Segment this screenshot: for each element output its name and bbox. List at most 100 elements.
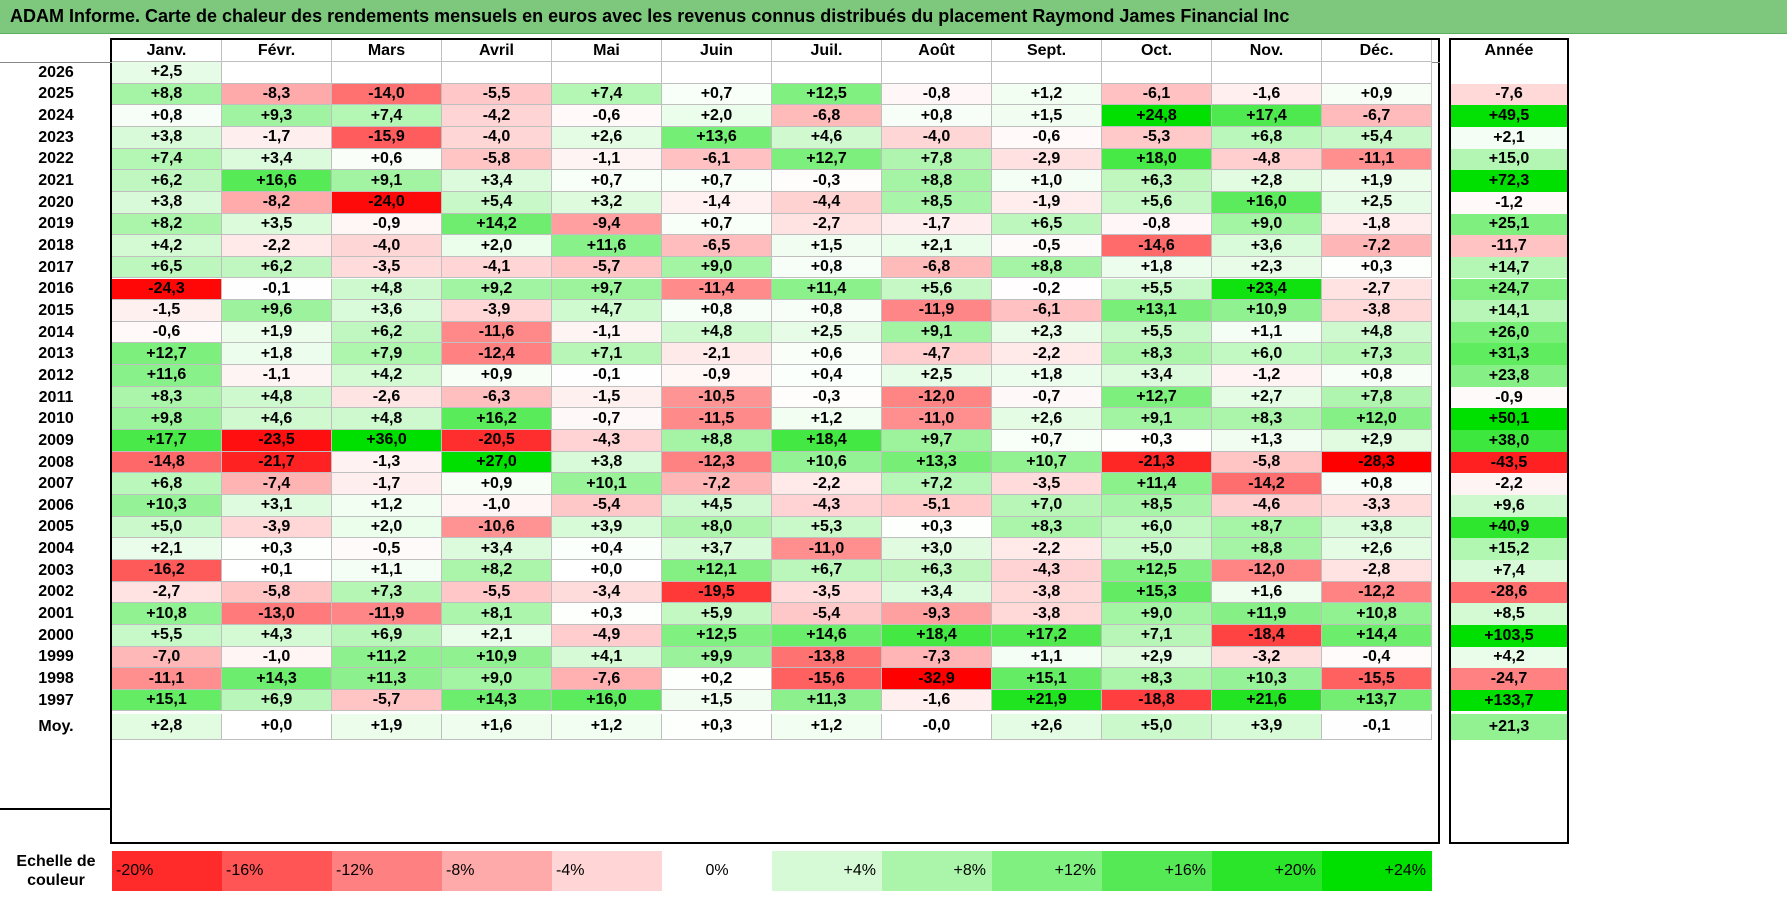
heatmap-cell: -14,0 xyxy=(332,83,442,106)
heatmap-cell: -6,8 xyxy=(772,105,882,127)
heatmap-cell: +6,7 xyxy=(772,559,882,582)
heatmap-cell: +0,7 xyxy=(992,430,1102,452)
heatmap-cell: +6,3 xyxy=(882,559,992,582)
heatmap-cell: +3,7 xyxy=(662,538,772,560)
heatmap-cell: -1,0 xyxy=(442,495,552,517)
heatmap-cell: -1,5 xyxy=(112,300,222,322)
heatmap-cell: -8,3 xyxy=(222,83,332,106)
heatmap-cell: -5,8 xyxy=(222,581,332,604)
heatmap-cell: +6,2 xyxy=(222,256,332,279)
heatmap-cell: +4,5 xyxy=(662,495,772,517)
heatmap-cell: -0,8 xyxy=(882,83,992,106)
column-header: Janv. xyxy=(112,40,222,62)
year-column-header: Année xyxy=(1451,40,1567,62)
heatmap-cell: +12,5 xyxy=(1102,559,1212,582)
heatmap-cell: -21,3 xyxy=(1102,451,1212,474)
annual-cell: +26,0 xyxy=(1451,321,1567,344)
heatmap-cell: +3,1 xyxy=(222,495,332,517)
heatmap-cell: +0,7 xyxy=(552,170,662,192)
heatmap-cell: +4,8 xyxy=(662,321,772,344)
heatmap-cell: -1,6 xyxy=(882,689,992,712)
heatmap-cell: +0,1 xyxy=(222,559,332,582)
heatmap-cell: +8,2 xyxy=(112,213,222,236)
heatmap-cell: +15,1 xyxy=(992,668,1102,690)
heatmap-cell: +5,0 xyxy=(112,516,222,539)
heatmap-cell: +1,8 xyxy=(1102,256,1212,279)
heatmap-cell: +1,1 xyxy=(1212,321,1322,344)
heatmap-cell: -3,8 xyxy=(1322,300,1432,322)
heatmap-cell: +2,3 xyxy=(1212,256,1322,279)
heatmap-cell: +6,0 xyxy=(1102,516,1212,539)
average-cell: +1,2 xyxy=(772,713,882,740)
year-label: 2024 xyxy=(38,107,74,125)
heatmap-cell: +2,1 xyxy=(882,235,992,257)
heatmap-cell: -0,9 xyxy=(332,213,442,236)
heatmap-cell: +4,8 xyxy=(222,386,332,409)
average-cell: +0,3 xyxy=(662,713,772,740)
year-label: 2000 xyxy=(38,626,74,644)
heatmap-cell: +3,0 xyxy=(882,538,992,560)
heatmap-cell: -11,1 xyxy=(1322,148,1432,171)
heatmap-cell: +9,1 xyxy=(882,321,992,344)
heatmap-cell: +16,0 xyxy=(552,689,662,712)
heatmap-cell: +13,6 xyxy=(662,126,772,149)
heatmap-cell: +8,1 xyxy=(442,603,552,625)
heatmap-cell: -2,7 xyxy=(772,213,882,236)
heatmap-cell: +9,2 xyxy=(442,278,552,301)
heatmap-cell: +8,8 xyxy=(992,256,1102,279)
heatmap-cell: +0,8 xyxy=(112,105,222,127)
heatmap-cell: +4,2 xyxy=(112,235,222,257)
heatmap-cell xyxy=(882,62,992,84)
left-divider xyxy=(0,808,110,810)
legend-swatch: 0% xyxy=(662,851,772,891)
heatmap-cell: +3,4 xyxy=(882,581,992,604)
heatmap-cell: -7,3 xyxy=(882,646,992,669)
heatmap-cell: -2,1 xyxy=(662,343,772,366)
year-label: 2007 xyxy=(38,475,74,493)
heatmap-cell: +1,3 xyxy=(1212,430,1322,452)
heatmap-cell: +14,6 xyxy=(772,624,882,647)
heatmap-cell: -0,4 xyxy=(1322,646,1432,669)
year-label: 2020 xyxy=(38,193,74,211)
heatmap-cell: +8,5 xyxy=(1102,495,1212,517)
heatmap-cell: +10,3 xyxy=(112,495,222,517)
heatmap-cell: +6,5 xyxy=(112,256,222,279)
heatmap-cell: -7,2 xyxy=(1322,235,1432,257)
heatmap-cell: -12,4 xyxy=(442,343,552,366)
heatmap-cell: -2,6 xyxy=(332,386,442,409)
heatmap-cell: +3,8 xyxy=(552,451,662,474)
heatmap-cell: +1,1 xyxy=(332,559,442,582)
heatmap-cell: +8,8 xyxy=(882,170,992,192)
heatmap-cell: +5,4 xyxy=(1322,126,1432,149)
year-label: 2009 xyxy=(38,431,74,449)
heatmap-cell: +9,0 xyxy=(662,256,772,279)
heatmap-cell: +7,8 xyxy=(1322,386,1432,409)
heatmap-cell: +8,8 xyxy=(662,430,772,452)
heatmap-cell: +3,4 xyxy=(222,148,332,171)
annual-cell: +15,2 xyxy=(1451,538,1567,560)
heatmap-cell: -4,3 xyxy=(992,559,1102,582)
annual-cell: +9,6 xyxy=(1451,495,1567,517)
heatmap-cell: -23,5 xyxy=(222,430,332,452)
heatmap-cell: +14,3 xyxy=(442,689,552,712)
heatmap-cell: -3,9 xyxy=(222,516,332,539)
heatmap-cell xyxy=(442,62,552,84)
heatmap-cell: +21,9 xyxy=(992,689,1102,712)
heatmap-cell: +5,5 xyxy=(1102,278,1212,301)
heatmap-cell: +18,4 xyxy=(882,624,992,647)
heatmap-cell: +4,8 xyxy=(1322,321,1432,344)
heatmap-cell: +8,3 xyxy=(1102,343,1212,366)
heatmap-cell: +10,3 xyxy=(1212,668,1322,690)
heatmap-cell xyxy=(1102,62,1212,84)
heatmap-cell: +2,8 xyxy=(1212,170,1322,192)
heatmap-cell: +15,1 xyxy=(112,689,222,712)
column-header: Déc. xyxy=(1322,40,1432,62)
year-label: 2012 xyxy=(38,366,74,384)
heatmap-cell: -0,9 xyxy=(662,365,772,387)
heatmap-cell: -1,1 xyxy=(552,321,662,344)
heatmap-cell: +0,8 xyxy=(772,256,882,279)
heatmap-cell: -2,2 xyxy=(222,235,332,257)
heatmap-cell: +1,5 xyxy=(662,689,772,712)
legend-label-line: Echelle de xyxy=(16,853,96,870)
heatmap-cell: -0,7 xyxy=(992,386,1102,409)
